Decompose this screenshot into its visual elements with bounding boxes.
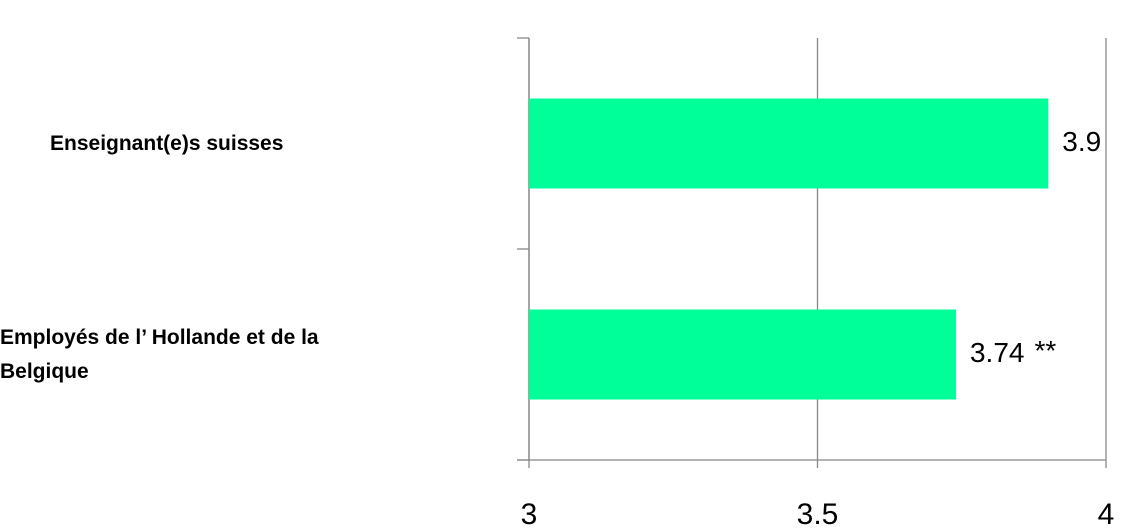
annotation: **	[1034, 335, 1056, 366]
x-tick-label: 4	[1098, 498, 1115, 531]
x-tick-label: 3.5	[797, 498, 839, 531]
bar	[529, 309, 956, 400]
x-tick-label: 3	[521, 498, 538, 531]
value-label: 3.74	[970, 337, 1025, 368]
value-label: 3.9	[1062, 126, 1101, 157]
bar	[529, 98, 1049, 189]
y-tick-label: Enseignant(e)s suisses	[50, 131, 284, 155]
y-tick-label: Employés de l’ Hollande et de la Belgiqu…	[0, 325, 319, 383]
